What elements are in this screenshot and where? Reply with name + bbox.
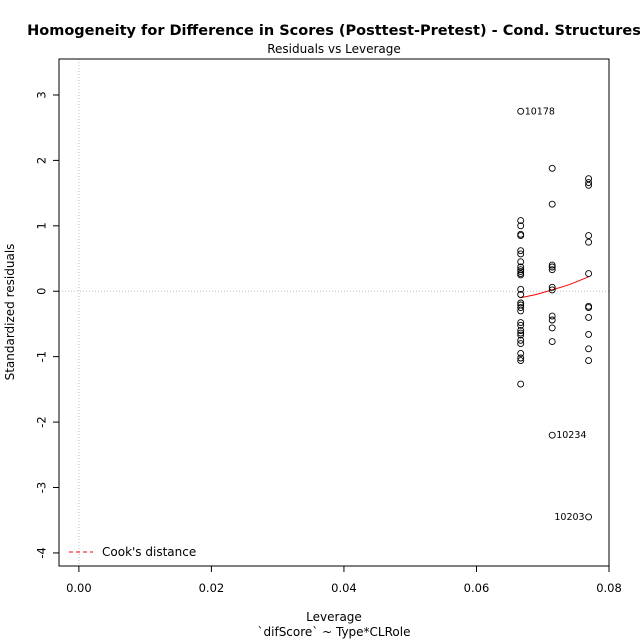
data-point: [548, 200, 556, 208]
data-point: [517, 250, 525, 258]
data-point: [585, 304, 593, 312]
data-point: [585, 232, 593, 240]
data-point: [517, 263, 525, 271]
data-point: [548, 286, 556, 294]
y-axis-label: Standardized residuals: [3, 244, 17, 381]
data-point: [517, 321, 525, 329]
data-point: [548, 338, 556, 346]
legend-cooks-distance-label: Cook's distance: [102, 545, 196, 559]
smoother-line: [520, 276, 589, 299]
data-point: [548, 283, 556, 291]
data-point: [585, 513, 593, 521]
data-point: [585, 175, 593, 183]
plot-frame: [58, 58, 610, 567]
data-point: [517, 299, 525, 307]
x-tick-label: 0.02: [199, 581, 225, 595]
data-point: [517, 336, 525, 344]
data-point: [517, 222, 525, 230]
data-point: [548, 261, 556, 269]
data-point: [548, 431, 556, 439]
y-tick-label: 2: [35, 157, 49, 164]
data-point: [548, 324, 556, 332]
data-point: [548, 312, 556, 320]
legend: Cook's distance: [69, 545, 196, 559]
x-tick-label: 0.04: [331, 581, 357, 595]
data-point: [517, 247, 525, 255]
data-point: [548, 266, 556, 274]
data-point: [517, 304, 525, 312]
data-point: [517, 271, 525, 279]
y-tick-label: 0: [35, 288, 49, 295]
data-point: [517, 258, 525, 266]
x-axis-label: Leverage: [306, 610, 362, 624]
reference-lines: [59, 59, 609, 566]
y-axis: 3 2 1 0 -1 -2 -3 -4: [35, 91, 59, 559]
data-point: [517, 349, 525, 357]
data-point: [517, 217, 525, 225]
x-tick-label: 0.08: [596, 581, 622, 595]
data-point: [517, 291, 525, 298]
data-point: [585, 238, 593, 246]
data-point: [517, 354, 525, 362]
chart-title: Homogeneity for Difference in Scores (Po…: [27, 23, 640, 39]
y-tick-label: 3: [35, 91, 49, 98]
data-point: [585, 313, 593, 321]
y-tick-label: 1: [35, 222, 49, 229]
x-axis: 0.00 0.02 0.04 0.06 0.08: [66, 566, 622, 595]
smoother-line-group: [520, 276, 589, 299]
data-point: [517, 329, 525, 337]
y-tick-label: -2: [35, 416, 49, 427]
data-point: [517, 285, 525, 293]
data-point: [517, 268, 525, 276]
data-point: [517, 307, 525, 315]
x-axis-sublabel: `difScore` ~ Type*CLRole: [258, 625, 411, 639]
data-points: [517, 107, 593, 521]
y-tick-label: -3: [35, 482, 49, 493]
data-point: [517, 266, 525, 274]
y-tick-label: -4: [35, 547, 49, 558]
data-point: [517, 357, 525, 365]
data-point: [585, 270, 593, 278]
y-tick-label: -1: [35, 351, 49, 362]
data-point: [585, 345, 593, 353]
x-tick-label: 0.00: [66, 581, 92, 595]
point-label: 10178: [525, 106, 555, 117]
point-label: 10203: [554, 512, 584, 523]
data-point: [517, 327, 525, 334]
data-point: [585, 181, 593, 189]
data-point: [548, 164, 556, 172]
point-labels: 10178 10234 10203: [525, 106, 587, 523]
data-point: [517, 232, 525, 240]
data-point: [585, 330, 593, 338]
data-point: [548, 316, 556, 324]
data-point: [548, 263, 556, 271]
data-point: [517, 380, 525, 388]
data-point: [585, 179, 593, 187]
data-point: [517, 107, 525, 115]
x-tick-label: 0.06: [464, 581, 490, 595]
data-point: [517, 319, 525, 327]
data-point: [517, 331, 525, 339]
data-point: [517, 340, 525, 348]
point-label: 10234: [556, 430, 586, 441]
data-point: [585, 357, 593, 365]
chart-subtitle: Residuals vs Leverage: [267, 42, 401, 56]
